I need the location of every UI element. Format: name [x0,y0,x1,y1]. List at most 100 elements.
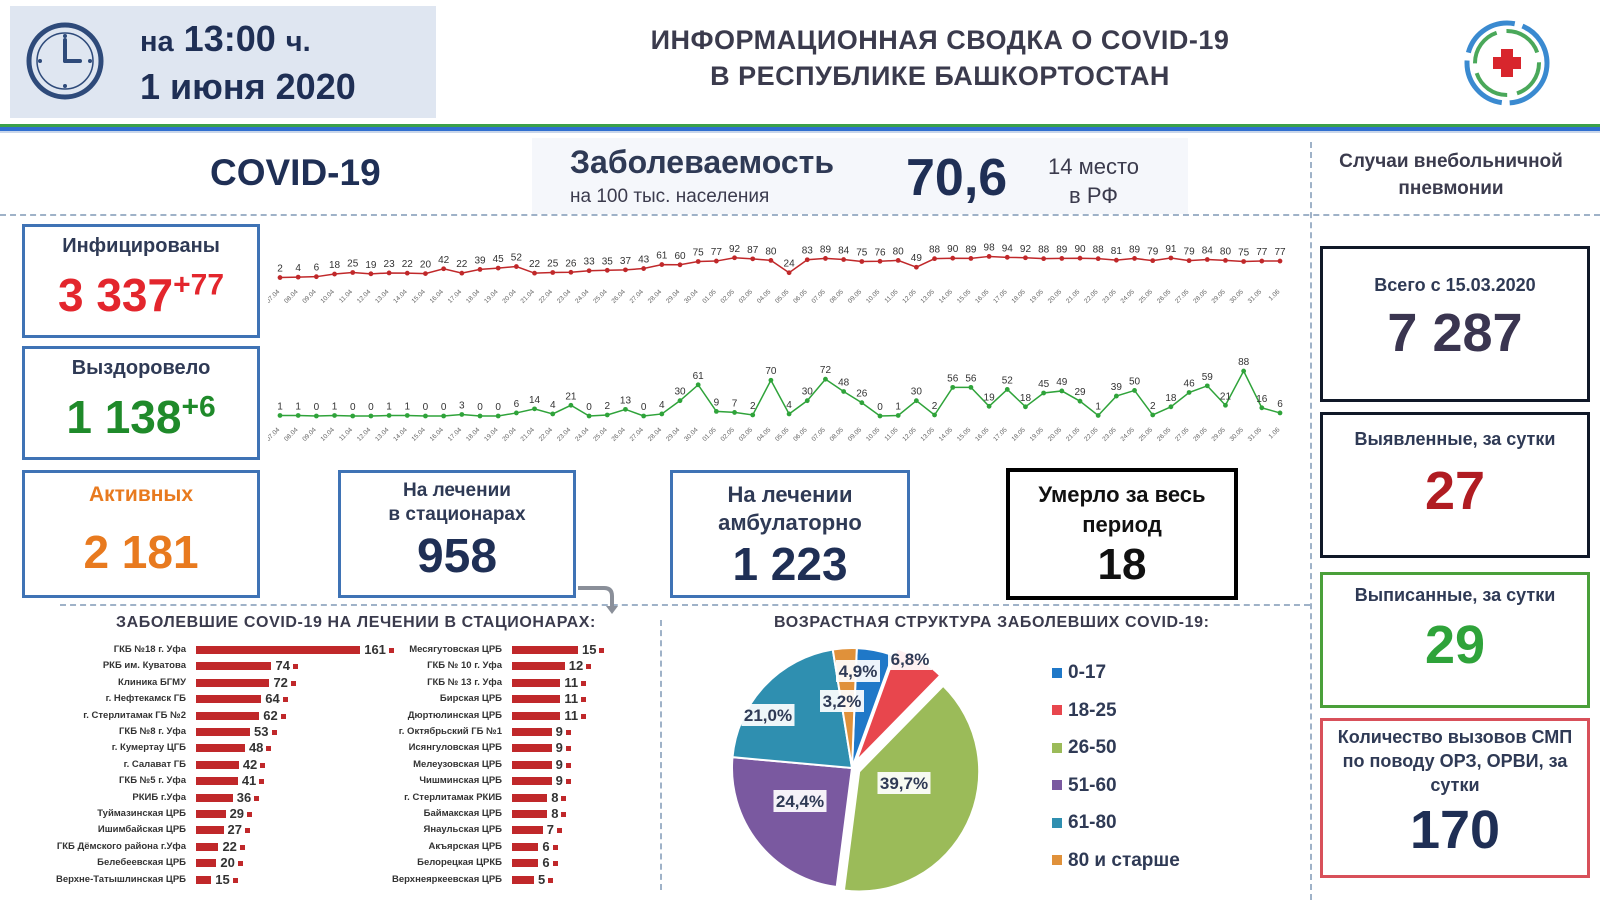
daily-infected-tick-label: 27.05 [1174,288,1191,305]
daily-recovered-data-label: 16 [1256,394,1268,405]
daily-recovered-tick-label: 22.04 [538,426,555,443]
daily-recovered-data-label: 56 [947,373,959,384]
daily-infected-data-label: 84 [838,246,850,257]
daily-infected-point [332,271,337,277]
pneumonia-discharged-card: Выписанные, за сутки 29 [1320,572,1590,708]
daily-infected-data-label: 87 [747,245,759,256]
daily-recovered-data-label: 52 [1002,375,1014,386]
daily-recovered-point [604,412,610,418]
daily-infected-tick-label: 08.05 [829,288,846,305]
hospitals-left-marker [271,730,277,736]
hospitals-right-value: 9 [556,740,571,755]
daily-infected-tick-label: 09.05 [847,288,864,305]
hospitals-right-value-label: 5 [538,871,546,887]
daily-infected-point [713,258,719,264]
hospitals-right-bar [512,695,561,704]
daily-infected-data-label: 25 [547,259,559,270]
hospitals-right-category-label: ГКБ № 10 г. Уфа [427,660,502,672]
daily-recovered-point [768,377,774,383]
hospitalized-title-2: в стационарах [388,504,526,525]
hospitals-left-category-label: ГКБ №5 г. Уфа [119,775,186,787]
daily-recovered-tick-label: 13.05 [919,426,936,443]
daily-infected-tick-label: 05.05 [774,288,791,305]
daily-recovered-data-label: 0 [641,402,647,413]
hospitals-right-value-label: 11 [564,674,579,690]
daily-recovered-data-label: 9 [714,397,720,408]
hospitals-right-marker [581,697,587,703]
hospitals-right-category-label: Баймакская ЦРБ [423,808,502,819]
daily-recovered-data-label: 56 [965,373,977,384]
hospitals-right-value: 6 [542,855,558,870]
daily-infected-data-label: 91 [1165,244,1177,255]
hospitals-right-category-label: Верхнеяркеевская ЦРБ [391,873,502,885]
daily-recovered-tick-label: 17.05 [992,426,1009,443]
daily-recovered-tick-label: 31.05 [1247,426,1264,443]
daily-infected-tick-label: 22.04 [538,288,555,305]
hospitals-left-value: 27 [228,822,250,837]
hospitals-right-bar [512,810,548,818]
daily-recovered-tick-label: 01.05 [701,426,718,443]
daily-recovered-tick-label: 16.05 [974,426,991,443]
hospitals-right-category-label: Белорецкая ЦРКБ [417,857,502,869]
daily-infected-data-label: 26 [565,258,577,269]
hospitals-right-bar [512,678,561,687]
daily-infected-data-label: 77 [711,247,723,258]
daily-recovered-data-label: 7 [732,398,738,409]
daily-infected-point [786,270,792,276]
daily-recovered-point [932,412,937,418]
infected-count: 3 337 [57,269,174,321]
daily-infected-point [568,269,574,275]
daily-infected-tick-label: 30.04 [683,288,700,305]
hospitals-right-bar [512,777,552,786]
divider-middle [60,604,1310,606]
hospitals-left-category-label: ГКБ №18 г. Уфа [113,644,186,655]
daily-recovered-data-label: 2 [604,401,610,412]
daily-infected-data-label: 52 [511,253,523,264]
hospitals-left-category-label: Клиника БГМУ [118,676,186,688]
hospitals-left-value-label: 72 [273,674,288,690]
page-title: ИНФОРМАЦИОННАЯ СВОДКА О COVID-19 В РЕСПУ… [560,22,1320,94]
daily-recovered-tick-label: 29.04 [665,426,682,443]
hospitals-right-marker [565,779,571,785]
daily-infected-data-label: 98 [984,242,996,253]
daily-recovered-tick-label: 08.05 [829,426,846,443]
hospitals-left-value: 22 [222,839,245,854]
daily-infected-data-label: 90 [947,244,959,255]
hospitals-right-bar [512,711,561,720]
daily-infected-data-label: 89 [1129,244,1141,255]
hospitals-left-bar [196,875,212,884]
ambulatory-title-2: амбулаторно [718,510,862,535]
daily-recovered-tick-label: 23.04 [556,426,573,443]
daily-recovered-data-label: 30 [674,387,686,398]
ambulatory-title: На лечении амбулаторно [673,481,907,537]
daily-recovered-point [823,376,828,382]
pie-data-label: 6,8% [891,650,930,669]
hospitals-right-value: 11 [564,674,587,690]
hospitals-right-value-label: 6 [542,838,550,854]
incidence-panel [532,138,1188,214]
daily-recovered-tick-label: 26.04 [610,426,627,443]
hospitals-left-value-label: 41 [241,773,257,789]
hospitals-right-category-label: Мелеузовская ЦРБ [413,758,502,770]
daily-infected-point [459,270,465,276]
hospitals-left-category-label: г. Стерлитамак ГБ №2 [83,709,186,721]
legend-label: 26-50 [1068,737,1117,758]
hospitals-left-value: 64 [265,691,288,706]
daily-recovered-tick-label: 27.05 [1174,426,1191,443]
daily-infected-data-label: 89 [965,244,977,255]
daily-recovered-point [877,413,883,419]
rank-line-2: в РФ [1069,183,1118,208]
divider-bottom [660,620,662,890]
hospitals-right-value-label: 9 [555,773,563,789]
hospitals-chart-title: ЗАБОЛЕВШИЕ COVID-19 НА ЛЕЧЕНИИ В СТАЦИОН… [116,614,596,631]
daily-recovered-tick-label: 14.05 [938,426,955,443]
pneumonia-total-title: Всего с 15.03.2020 [1374,275,1536,295]
hospitals-left-value-label: 29 [229,806,245,821]
hospitals-left-marker [239,844,245,850]
recovered-line-chart: 1 07.04 1 08.04 0 09.04 1 10.04 0 11.04 0 12.04 1 13.… [268,357,1283,443]
pie-data-label: 39,7% [880,774,928,793]
hospitals-right-category-label: Исянгуловская ЦРБ [408,742,502,754]
daily-infected-data-label: 22 [402,259,414,270]
daily-recovered-data-label: 0 [441,402,447,413]
daily-infected-point [677,262,683,268]
